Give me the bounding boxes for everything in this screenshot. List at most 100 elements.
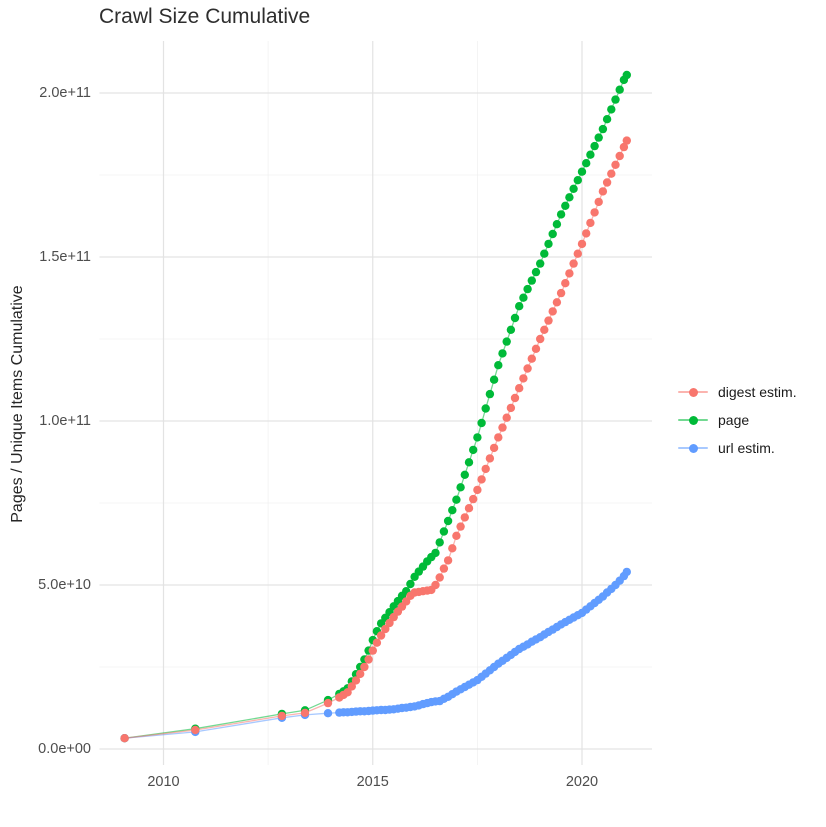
data-point-digest-estim- — [594, 197, 603, 207]
data-point-digest-estim- — [120, 734, 129, 743]
data-point-page — [598, 124, 608, 134]
y-tick-label: 1.0e+11 — [39, 413, 91, 429]
data-point-page — [460, 470, 469, 479]
data-point-digest-estim- — [561, 279, 570, 288]
data-point-page — [448, 506, 457, 515]
data-point-digest-estim- — [443, 556, 453, 565]
data-point-page — [452, 495, 461, 504]
data-point-digest-estim- — [481, 464, 490, 474]
data-point-digest-estim- — [619, 142, 629, 152]
data-point-page — [502, 337, 511, 346]
data-point-digest-estim- — [489, 443, 499, 453]
data-point-page — [435, 538, 444, 547]
data-point-digest-estim- — [577, 239, 587, 249]
data-point-url-estim- — [323, 709, 333, 718]
data-point-digest-estim- — [531, 344, 541, 353]
data-point-page — [515, 302, 524, 311]
data-point-digest-estim- — [552, 298, 562, 307]
legend-key-icon — [678, 384, 708, 400]
data-point-digest-estim- — [582, 229, 591, 238]
data-point-page — [548, 229, 557, 239]
data-point-digest-estim- — [277, 711, 287, 721]
legend-label: url estim. — [718, 440, 775, 456]
data-point-page — [556, 210, 566, 219]
data-point-page — [527, 276, 536, 285]
data-point-digest-estim- — [452, 531, 461, 540]
data-point-page — [506, 325, 516, 334]
data-point-digest-estim- — [536, 334, 545, 344]
legend: digest estim. page url estim. — [678, 378, 797, 462]
legend-label: digest estim. — [718, 384, 797, 400]
data-point-digest-estim- — [485, 454, 495, 463]
data-point-digest-estim- — [540, 325, 549, 334]
data-point-page — [615, 85, 624, 94]
data-point-digest-estim- — [527, 354, 536, 363]
data-point-page — [519, 293, 528, 302]
data-point-page — [561, 201, 570, 210]
data-point-digest-estim- — [360, 662, 369, 672]
data-point-page — [577, 167, 587, 176]
data-point-page — [611, 95, 620, 104]
data-point-url-estim- — [622, 567, 631, 577]
data-point-digest-estim- — [300, 708, 310, 718]
data-point-page — [498, 349, 507, 358]
data-point-digest-estim- — [494, 433, 503, 442]
data-point-digest-estim- — [569, 259, 578, 268]
x-tick-label: 2020 — [565, 774, 599, 790]
x-tick-label: 2010 — [147, 774, 180, 790]
data-point-digest-estim- — [323, 698, 333, 708]
data-point-page — [494, 361, 503, 370]
data-point-page — [469, 445, 478, 455]
data-point-digest-estim- — [586, 218, 595, 228]
data-point-page — [485, 389, 495, 399]
data-point-digest-estim- — [473, 485, 482, 495]
data-point-digest-estim- — [376, 631, 386, 640]
data-point-digest-estim- — [343, 688, 352, 697]
data-point-page — [473, 433, 482, 442]
data-point-digest-estim- — [611, 160, 620, 169]
data-point-digest-estim- — [506, 403, 516, 413]
data-point-digest-estim- — [598, 187, 608, 196]
data-point-digest-estim- — [191, 725, 200, 735]
y-tick-label: 5.0e+10 — [38, 577, 91, 593]
data-point-page — [439, 527, 449, 536]
data-point-digest-estim- — [477, 475, 486, 484]
data-point-page — [406, 579, 415, 589]
data-point-page — [523, 284, 532, 294]
data-point-digest-estim- — [544, 316, 553, 325]
legend-item-page: page — [678, 406, 797, 434]
data-point-digest-estim- — [519, 374, 528, 383]
data-point-page — [565, 193, 574, 202]
data-point-digest-estim- — [502, 413, 511, 422]
data-point-page — [622, 70, 631, 80]
data-point-page — [531, 267, 541, 277]
data-point-page — [536, 259, 545, 268]
data-point-digest-estim- — [456, 522, 465, 531]
y-tick-label: 0.0e+00 — [38, 741, 91, 757]
data-point-page — [464, 458, 474, 467]
data-point-digest-estim- — [548, 307, 557, 316]
y-tick-label: 2.0e+11 — [39, 85, 91, 101]
y-axis-title: Pages / Unique Items Cumulative — [9, 285, 26, 523]
data-point-digest-estim- — [435, 573, 444, 582]
data-point-page — [594, 133, 603, 142]
data-point-digest-estim- — [351, 676, 361, 685]
data-point-digest-estim- — [523, 364, 532, 373]
data-point-digest-estim- — [556, 288, 566, 298]
data-point-page — [582, 159, 591, 168]
legend-key-icon — [678, 440, 708, 456]
data-point-digest-estim- — [607, 169, 616, 178]
data-point-page — [590, 141, 599, 151]
data-point-page — [443, 516, 453, 526]
data-point-digest-estim- — [615, 151, 624, 161]
data-point-digest-estim- — [573, 249, 582, 258]
data-point-digest-estim- — [347, 682, 356, 691]
data-point-page — [607, 105, 616, 114]
data-point-digest-estim- — [464, 504, 474, 513]
data-point-digest-estim- — [498, 423, 507, 432]
data-point-digest-estim- — [469, 494, 478, 504]
data-point-page — [569, 184, 578, 193]
data-point-page — [540, 249, 549, 258]
data-point-page — [586, 150, 595, 159]
